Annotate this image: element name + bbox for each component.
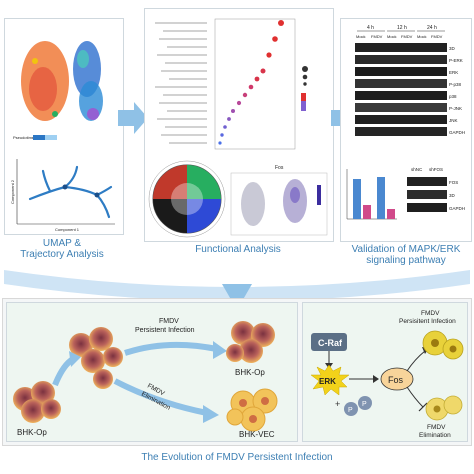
mechanism-panel: C-Raf ERK P P + Fos FMDV Persisitent Inf… bbox=[302, 302, 468, 442]
band-p38: p38 bbox=[449, 94, 457, 99]
erk-node bbox=[310, 364, 350, 396]
outcome-persistent-cells bbox=[422, 330, 464, 360]
timepoint-12h: 12 h bbox=[397, 25, 407, 31]
band-p-erk: P-ERK bbox=[449, 58, 463, 63]
arrow-start-to-middle bbox=[52, 356, 75, 387]
enrichment-dots bbox=[218, 20, 284, 145]
phosphate-1-label: P bbox=[348, 407, 353, 414]
band-jnk: JNK bbox=[449, 118, 458, 123]
bhk-op-start-cells bbox=[13, 381, 61, 423]
phosphate-2 bbox=[358, 396, 372, 410]
fos-label: Fos bbox=[388, 375, 404, 385]
blot-caption-line2: signaling pathway bbox=[366, 255, 446, 266]
band-p-jnk: P-JNK bbox=[449, 106, 462, 111]
chord-plot bbox=[148, 160, 226, 238]
band-p-p38: P-p38 bbox=[449, 82, 462, 87]
timepoint-24h: 24 h bbox=[427, 25, 437, 31]
small-group-shfos: shFOS bbox=[429, 167, 443, 172]
outcome-persistent-line1: FMDV bbox=[421, 310, 440, 317]
fos-node bbox=[380, 367, 414, 391]
middle-cells bbox=[69, 327, 123, 389]
evolution-panel: BHK-Op FMDV Persistent Infection FMDV El… bbox=[6, 302, 298, 442]
blot-figure: 4 h 12 h 24 h Mock FMDV Mock FMDV Mock F… bbox=[346, 25, 465, 220]
blot-band-labels: 3D P-ERK ERK P-p38 p38 P-JNK JNK GAPDH bbox=[449, 46, 465, 135]
dot-legend bbox=[301, 66, 308, 111]
group-fmdv-1: FMDV bbox=[371, 34, 383, 39]
small-bar-chart bbox=[346, 169, 397, 220]
umap-caption-line2: Trajectory Analysis bbox=[20, 249, 104, 260]
phosphate-2-label: P bbox=[362, 401, 367, 408]
umap-cluster-2 bbox=[29, 67, 57, 111]
small-band-3d: 3D bbox=[449, 193, 456, 198]
functional-figure: Fos bbox=[148, 18, 328, 238]
bhk-vec-label: BHK-VEC bbox=[239, 430, 275, 439]
outcome-elimination-line2: Elimination bbox=[419, 432, 451, 439]
umap-cluster-5 bbox=[77, 50, 89, 68]
blot-caption-line1: Validation of MAPK/ERK bbox=[351, 244, 461, 255]
group-mock-1: Mock bbox=[356, 34, 366, 39]
top-arrow-1 bbox=[118, 102, 148, 134]
blot-caption: Validation of MAPK/ERK signaling pathway bbox=[338, 244, 474, 266]
functional-panel: Fos bbox=[144, 8, 334, 242]
arrow-elimination bbox=[113, 378, 208, 416]
bhk-op-start-label: BHK-Op bbox=[17, 428, 47, 437]
umap-panel: Pseudotime Component 1 Component 2 bbox=[4, 18, 124, 235]
band-gapdh: GAPDH bbox=[449, 130, 465, 135]
pseudotime-legend-title: Pseudotime bbox=[13, 135, 35, 140]
band-3d: 3D bbox=[449, 46, 456, 51]
fos-scatter-1 bbox=[241, 182, 265, 226]
bhk-op-persistent-cells bbox=[226, 321, 275, 363]
blot-bands bbox=[355, 43, 447, 136]
umap-cluster-6 bbox=[87, 108, 99, 120]
arrow-persistent bbox=[124, 341, 218, 356]
persistent-label-line2: Persistent Infection bbox=[135, 327, 195, 334]
group-fmdv-3: FMDV bbox=[431, 34, 443, 39]
group-fmdv-2: FMDV bbox=[401, 34, 413, 39]
timepoint-4h: 4 h bbox=[367, 25, 374, 31]
fos-scatter-label: Fos bbox=[275, 165, 284, 171]
evolution-figure: BHK-Op FMDV Persistent Infection FMDV El… bbox=[13, 318, 278, 439]
flow-down-arrow bbox=[4, 270, 470, 310]
functional-caption: Functional Analysis bbox=[195, 244, 281, 255]
bottom-title: The Evolution of FMDV Persistent Infecti… bbox=[141, 452, 333, 463]
small-band-fos: FOS bbox=[449, 180, 458, 185]
blot-panel: 4 h 12 h 24 h Mock FMDV Mock FMDV Mock F… bbox=[340, 18, 472, 242]
band-erk: ERK bbox=[449, 70, 458, 75]
trajectory-axis-y: Component 2 bbox=[10, 179, 15, 204]
group-mock-2: Mock bbox=[387, 34, 397, 39]
umap-caption: UMAP & Trajectory Analysis bbox=[0, 238, 124, 260]
trajectory-tree bbox=[28, 165, 113, 219]
small-band-gapdh: GAPDH bbox=[449, 206, 465, 211]
outcome-elimination-line1: FMDV bbox=[427, 424, 446, 431]
group-mock-3: Mock bbox=[417, 34, 427, 39]
bhk-vec-cells bbox=[226, 388, 278, 432]
small-group-shnc: shNC bbox=[411, 167, 423, 172]
umap-caption-line1: UMAP & bbox=[42, 238, 82, 249]
erk-label: ERK bbox=[319, 377, 336, 386]
go-term-labels bbox=[155, 22, 207, 144]
craf-node bbox=[311, 333, 347, 351]
svg-text:+: + bbox=[335, 399, 340, 409]
mechanism-figure: C-Raf ERK P P + Fos FMDV Persisitent Inf… bbox=[310, 310, 464, 439]
persistent-label-line1: FMDV bbox=[159, 318, 179, 325]
outcome-elimination-cells bbox=[425, 395, 463, 421]
bhk-op-persistent-label: BHK-Op bbox=[235, 368, 265, 377]
trajectory-axis-x: Component 1 bbox=[55, 227, 80, 232]
phosphate-1 bbox=[344, 402, 358, 416]
umap-figure: Pseudotime Component 1 Component 2 bbox=[10, 41, 115, 232]
outcome-persistent-line2: Persisitent Infection bbox=[399, 318, 456, 325]
craf-label: C-Raf bbox=[318, 338, 343, 348]
